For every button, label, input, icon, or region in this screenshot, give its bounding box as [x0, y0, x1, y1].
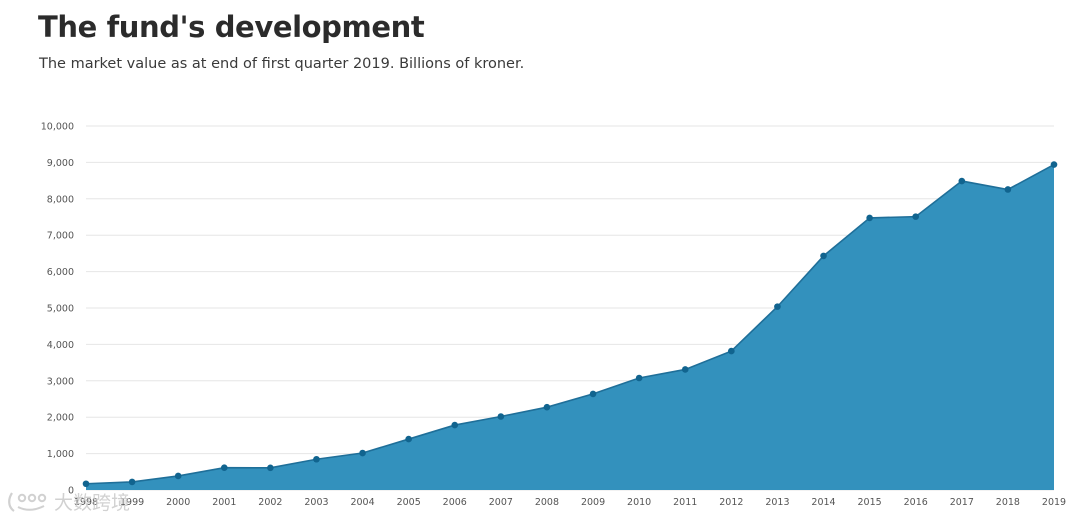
data-point-2018[interactable] [1004, 186, 1012, 193]
x-tick-label: 2019 [1042, 497, 1066, 508]
data-point-2011[interactable] [681, 366, 689, 373]
x-axis-ticks: 1998 1999 2000 2001 2002 2003 2004 2005 2006 2007… [74, 497, 1066, 508]
x-tick-label: 2001 [212, 497, 236, 508]
watermark-text: 大数跨境 [54, 492, 131, 514]
data-point-2001[interactable] [220, 464, 228, 471]
x-tick-label: 2010 [627, 497, 651, 508]
data-point-2004[interactable] [359, 449, 366, 457]
x-tick-label: 2006 [443, 497, 467, 508]
series-markers [82, 161, 1058, 488]
x-tick-label: 2018 [996, 497, 1020, 508]
x-tick-label: 2015 [858, 497, 882, 508]
x-tick-label: 2017 [950, 497, 974, 508]
data-point-2013[interactable] [774, 303, 781, 310]
data-point-2005[interactable] [405, 435, 412, 443]
series-line [85, 163, 1055, 485]
y-tick-label: 4,000 [47, 340, 74, 351]
data-point-2012[interactable] [728, 347, 735, 355]
data-point-2016[interactable] [912, 213, 920, 220]
x-tick-label: 2008 [535, 497, 559, 508]
x-tick-label: 2009 [581, 497, 605, 508]
y-tick-label: 6,000 [47, 267, 74, 278]
x-tick-label: 1998 [74, 497, 98, 508]
y-tick-label: 5,000 [47, 304, 74, 315]
y-tick-label: 7,000 [47, 231, 74, 242]
x-tick-label: 2011 [673, 497, 697, 508]
x-tick-label: 2016 [904, 497, 928, 508]
data-point-2006[interactable] [451, 421, 459, 429]
chart-subtitle: The market value as at end of first quar… [39, 56, 525, 72]
watermark: 大数跨境 [6, 488, 130, 515]
y-tick-label: 3,000 [47, 376, 74, 387]
x-tick-label: 2005 [397, 497, 421, 508]
y-tick-label: 10,000 [41, 122, 74, 133]
x-tick-label: 2002 [258, 497, 282, 508]
data-point-2019[interactable] [1050, 161, 1058, 168]
y-tick-label: 9,000 [47, 158, 74, 169]
data-point-2002[interactable] [267, 464, 274, 472]
x-tick-label: 2014 [811, 497, 835, 508]
data-point-2014[interactable] [820, 252, 827, 260]
chart-title: The fund's development [38, 10, 425, 44]
area-fill [86, 164, 1054, 491]
data-point-2017[interactable] [958, 177, 966, 185]
y-tick-label: 0 [68, 486, 74, 497]
x-tick-label: 2013 [765, 497, 789, 508]
data-point-2010[interactable] [635, 374, 643, 382]
data-point-2009[interactable] [589, 390, 597, 398]
data-point-1998[interactable] [82, 480, 90, 488]
watermark-logo-icon [8, 491, 47, 512]
data-point-2015[interactable] [866, 214, 873, 222]
x-tick-label: 2012 [719, 497, 743, 508]
data-point-1999[interactable] [128, 478, 136, 486]
y-tick-label: 1,000 [47, 449, 74, 460]
y-axis-ticks: 0 1,000 2,000 3,000 4,000 5,000 6,000 7,000 8,00… [41, 122, 74, 497]
data-point-2000[interactable] [174, 472, 182, 480]
data-point-2007[interactable] [497, 413, 505, 420]
x-tick-label: 1999 [120, 497, 144, 508]
x-tick-label: 2003 [304, 497, 328, 508]
y-tick-label: 8,000 [47, 194, 74, 205]
x-tick-label: 2004 [350, 497, 374, 508]
data-point-2003[interactable] [313, 455, 320, 463]
x-tick-label: 2000 [166, 497, 190, 508]
x-tick-label: 2007 [489, 497, 513, 508]
data-point-2008[interactable] [543, 403, 551, 411]
y-tick-label: 2,000 [47, 413, 74, 424]
series-area [85, 163, 1055, 491]
